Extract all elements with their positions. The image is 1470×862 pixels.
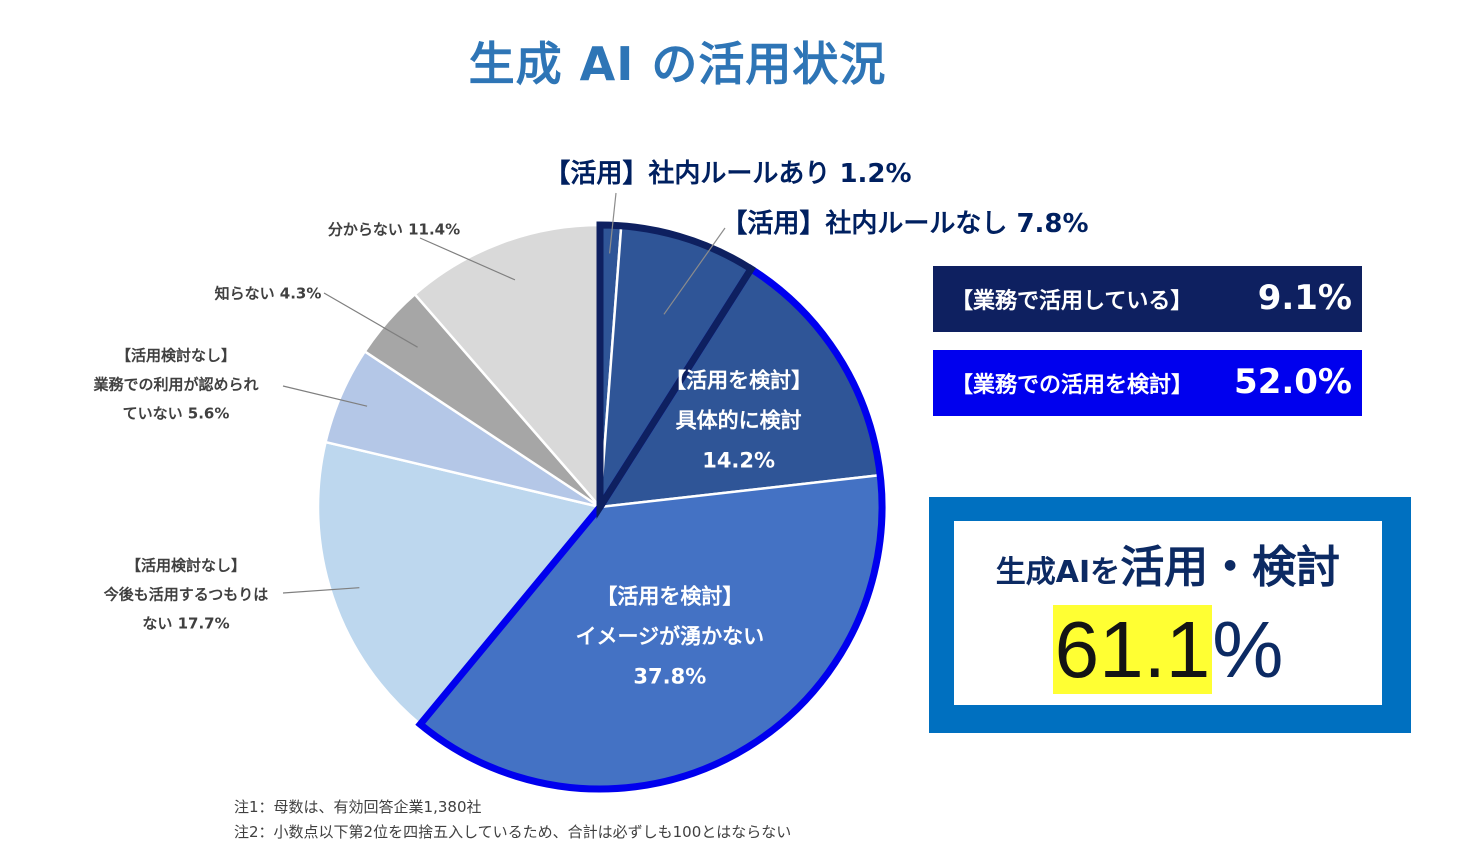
slice-label: イメージが湧かない <box>576 624 765 648</box>
total-label-main: 活用・検討 <box>1120 542 1341 593</box>
considering-group-outline <box>415 264 886 793</box>
using-label: 【業務で活用している】 <box>951 289 1193 314</box>
using-value: 9.1% <box>1257 278 1352 318</box>
page-title: 生成 AI の活用状況 <box>468 37 887 91</box>
slice-label-outside: 【活用検討なし】 <box>126 556 246 574</box>
slice-label-outside: ない 17.7% <box>142 614 229 632</box>
slice-label-outside: 業務での利用が認められ <box>92 375 258 393</box>
footnote-2: 注2：小数点以下第2位を四捨五入しているため、合計は必ずしも100とはならない <box>234 823 792 841</box>
slice-label: 【活用を検討】 <box>665 369 812 393</box>
slice-label-outside: 【活用】社内ルールなし 7.8% <box>721 208 1088 239</box>
slice-label-outside: 【活用】社内ルールあり 1.2% <box>544 158 911 189</box>
leader-line <box>419 237 516 281</box>
leader-line <box>282 385 368 407</box>
using-summary-box: 【業務で活用している】 9.1% <box>933 266 1362 332</box>
considering-value: 52.0% <box>1234 362 1352 402</box>
slice-label-outside: 今後も活用するつもりは <box>103 585 268 603</box>
considering-label: 【業務での活用を検討】 <box>951 373 1194 398</box>
total-label-prefix: 生成AIを <box>995 555 1121 590</box>
footnote-1: 注1：母数は、有効回答企業1,380社 <box>234 798 482 816</box>
slice-label-outside: 【活用検討なし】 <box>116 346 236 364</box>
pie-slice <box>316 440 603 727</box>
slice-label: 14.2% <box>702 449 775 473</box>
slice-label: 具体的に検討 <box>676 409 802 433</box>
total-value-unit: % <box>1212 605 1284 694</box>
total-label: 生成AIを活用・検討 <box>954 531 1382 595</box>
slice-label: 【活用を検討】 <box>596 584 743 608</box>
leader-line <box>608 192 617 254</box>
total-value: 61.1% <box>954 605 1382 695</box>
slice-label-outside: 知らない 4.3% <box>215 284 322 302</box>
total-value-number: 61.1 <box>1052 605 1213 694</box>
pie-slice <box>413 223 602 511</box>
considering-summary-box: 【業務での活用を検討】 52.0% <box>933 350 1362 416</box>
total-summary-box: 生成AIを活用・検討 61.1% <box>954 521 1382 705</box>
leader-line <box>663 227 726 315</box>
leader-line <box>323 292 418 348</box>
using-group-outline <box>596 221 756 520</box>
slice-label-outside: 分からない 11.4% <box>328 220 460 238</box>
slice-label: 37.8% <box>633 664 706 688</box>
leader-line <box>282 587 360 594</box>
slice-label-outside: ていない 5.6% <box>123 404 230 422</box>
